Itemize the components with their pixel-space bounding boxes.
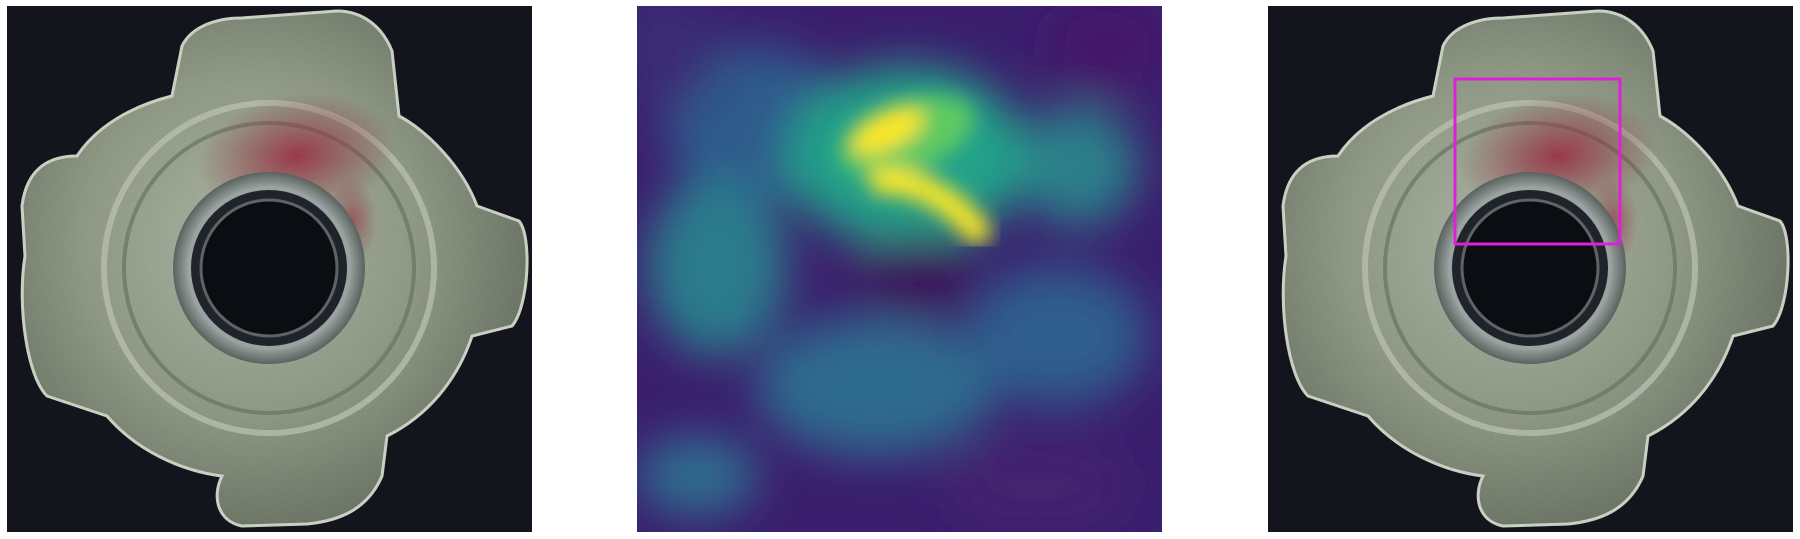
anomaly-bounding-box — [1453, 77, 1622, 246]
anomaly-heatmap-panel — [637, 6, 1162, 532]
detection-overlay-panel — [1268, 6, 1793, 532]
t-nut-photo — [7, 6, 532, 532]
original-image-panel — [7, 6, 532, 532]
anomaly-heatmap — [637, 6, 1162, 532]
t-nut-photo-with-box — [1268, 6, 1793, 532]
